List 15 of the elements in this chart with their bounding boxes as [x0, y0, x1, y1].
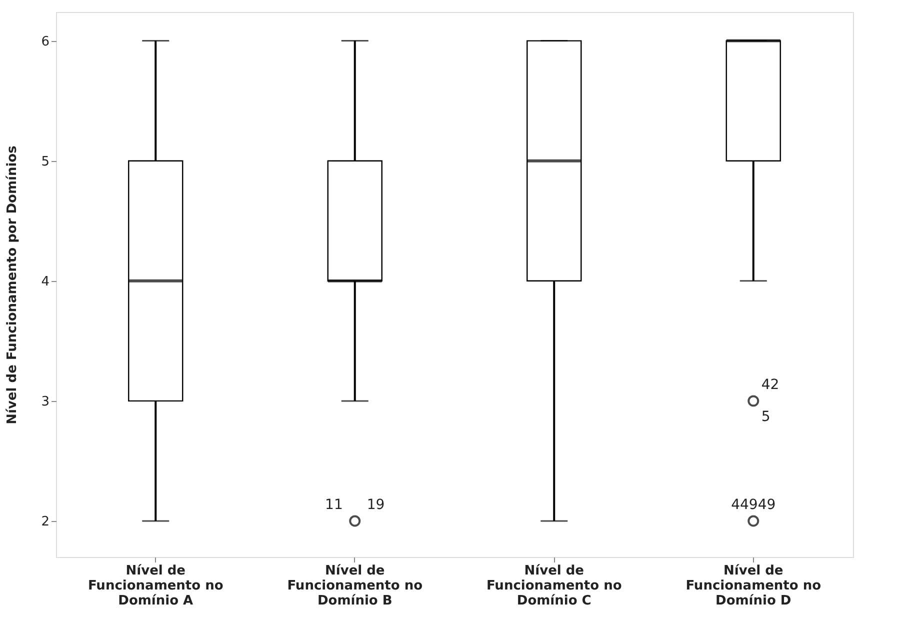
annotation: 11	[325, 496, 343, 513]
y-tick-label: 2	[41, 514, 50, 530]
annotation: 44949	[731, 496, 776, 513]
annotation: 19	[366, 496, 385, 513]
annotation: 5	[761, 408, 770, 425]
annotation: 42	[761, 376, 780, 393]
y-tick-label: 4	[41, 274, 50, 290]
y-tick-label: 5	[41, 154, 50, 170]
y-tick-label: 6	[41, 34, 50, 50]
y-tick-label: 3	[41, 394, 50, 410]
y-axis-title: Nível de Funcionamento por Domínios	[5, 145, 20, 424]
x-tick-label: Nível de Funcionamento no Domínio D	[686, 564, 822, 608]
x-tick-label: Nível de Funcionamento no Domínio C	[486, 564, 622, 608]
x-tick-label: Nível de Funcionamento no Domínio A	[88, 564, 224, 608]
x-tick-label: Nível de Funcionamento no Domínio B	[287, 564, 423, 608]
